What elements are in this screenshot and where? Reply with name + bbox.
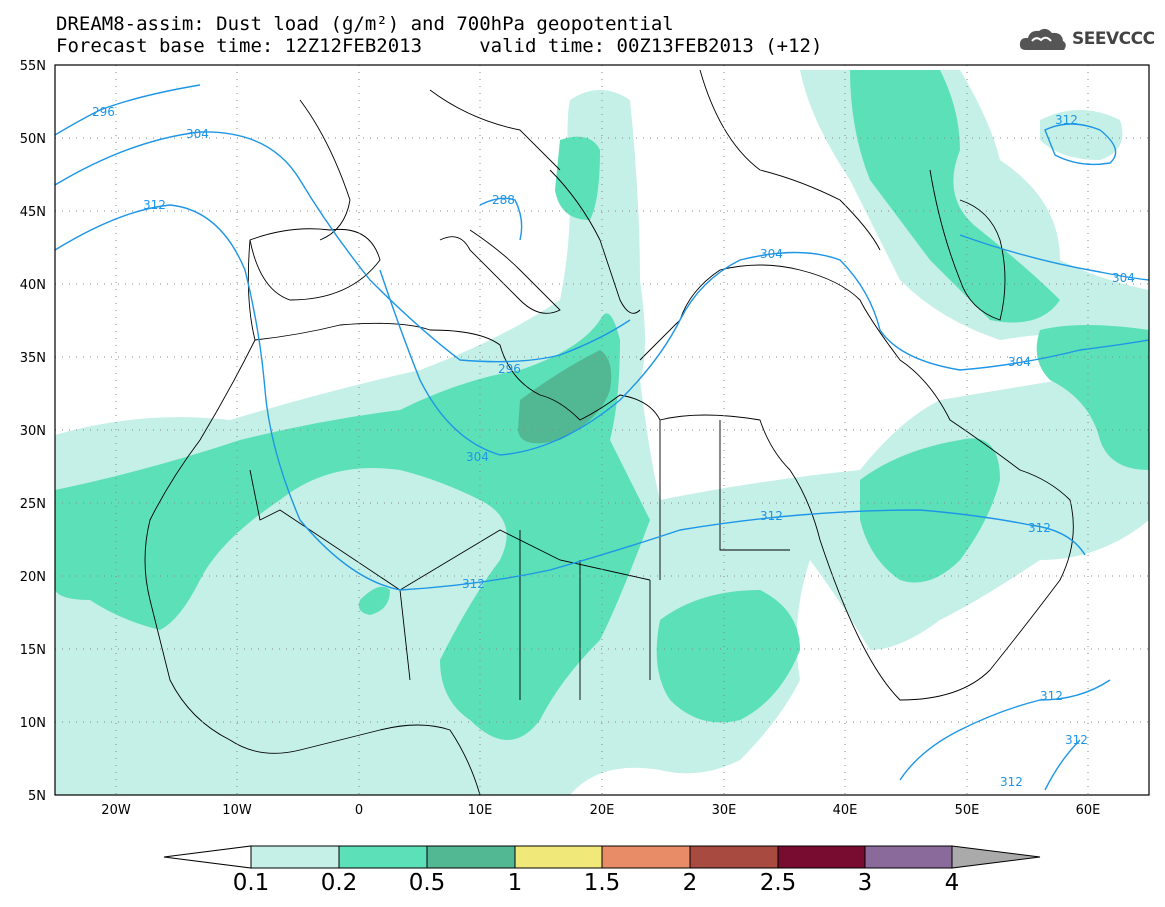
lat-label: 45N (20, 205, 46, 220)
colorbar-tick: 1 (507, 870, 523, 896)
contour-label: 312 (760, 509, 783, 523)
contour-label: 304 (1008, 355, 1031, 369)
contour-label: 296 (498, 362, 521, 376)
lat-label: 15N (20, 643, 46, 658)
contour-label: 312 (462, 577, 485, 591)
lat-label: 55N (20, 59, 46, 74)
cloud-icon (1019, 28, 1066, 50)
logo-label: SEEVCCC (1072, 29, 1155, 49)
contour-label: 312 (1040, 689, 1063, 703)
contour-label: 312 (143, 198, 166, 212)
colorbar-segment (514, 845, 603, 869)
lat-label: 30N (20, 424, 46, 439)
latitude-axis: 55N 50N 45N 40N 35N 30N 25N 20N 15N 10N … (20, 59, 46, 804)
lon-label: 20E (590, 803, 615, 818)
contour-label: 312 (1065, 733, 1088, 747)
colorbar-over-arrow (951, 845, 1041, 869)
lat-label: 25N (20, 497, 46, 512)
contour-label: 304 (186, 127, 209, 141)
colorbar-tick: 0.1 (232, 870, 270, 896)
contour-label-group: 296 304 312 288 296 304 312 304 304 312 … (92, 105, 1088, 789)
seevccc-logo: SEEVCCC (1018, 26, 1155, 52)
contour-label: 288 (492, 193, 515, 207)
colorbar-tick: 2 (682, 870, 698, 896)
contour-label: 304 (466, 450, 489, 464)
lon-label: 30E (712, 803, 737, 818)
geopotential-contours (55, 84, 1149, 791)
colorbar-segment (864, 845, 953, 869)
lat-label: 10N (20, 716, 46, 731)
colorbar-segment (426, 845, 516, 869)
lat-label: 5N (28, 789, 46, 804)
lon-label: 40E (833, 803, 858, 818)
map-frame (54, 64, 1150, 796)
colorbar-segment (250, 845, 340, 869)
lon-label: 10W (222, 803, 252, 818)
colorbar-segment (689, 845, 779, 869)
lat-lon-grid (55, 65, 1149, 795)
forecast-time-line: Forecast base time: 12Z12FEB2013 valid t… (56, 35, 823, 57)
lon-label: 10E (468, 803, 493, 818)
colorbar-tick: 0.5 (408, 870, 446, 896)
contour-label: 304 (760, 247, 783, 261)
colorbar-tick: 3 (857, 870, 873, 896)
colorbar-tick: 2.5 (759, 870, 797, 896)
colorbar-tick: 0.2 (320, 870, 358, 896)
lon-label: 0 (355, 803, 363, 818)
contour-label: 312 (1000, 775, 1023, 789)
contour-label: 296 (92, 105, 115, 119)
contour-label: 312 (1055, 113, 1078, 127)
lat-label: 50N (20, 132, 46, 147)
colorbar-under-arrow (163, 845, 252, 869)
map-title: DREAM8-assim: Dust load (g/m²) and 700hP… (56, 13, 674, 35)
lat-label: 20N (20, 570, 46, 585)
colorbar-segment (777, 845, 866, 869)
coastlines-borders (144, 69, 1074, 795)
lon-label: 50E (955, 803, 980, 818)
dust-load-shading (55, 70, 1149, 795)
colorbar (163, 845, 1041, 869)
lat-label: 35N (20, 351, 46, 366)
colorbar-segment (601, 845, 691, 869)
longitude-axis: 20W 10W 0 10E 20E 30E 40E 50E 60E (101, 803, 1100, 818)
lon-label: 60E (1076, 803, 1101, 818)
lat-label: 40N (20, 278, 46, 293)
colorbar-tick: 1.5 (583, 870, 621, 896)
colorbar-tick: 4 (944, 870, 960, 896)
colorbar-segment (338, 845, 428, 869)
contour-label: 312 (1028, 521, 1051, 535)
contour-label: 304 (1112, 271, 1135, 285)
lon-label: 20W (101, 803, 131, 818)
